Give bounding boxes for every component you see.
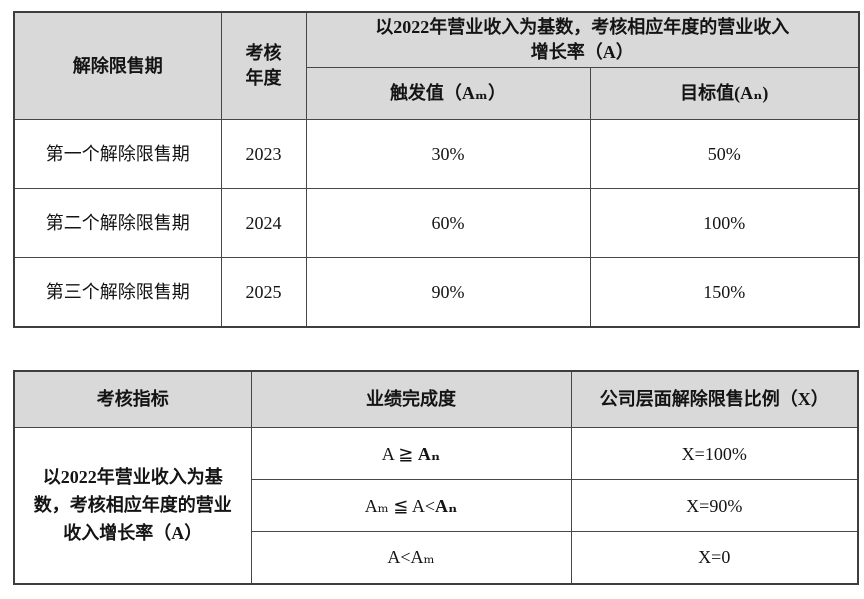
cell-year: 2023 bbox=[220, 119, 307, 189]
cell-condition: A ≧ Aₙ bbox=[250, 427, 572, 480]
cell-trigger: 90% bbox=[305, 257, 591, 327]
cell-condition: Aₘ ≦ A<Aₙ bbox=[250, 479, 572, 532]
unlock-ratio-table: 考核指标 业绩完成度 公司层面解除限售比例（X） 以2022年营业收入为基 数，… bbox=[13, 369, 859, 585]
table-row: A<Aₘ X=0 bbox=[14, 531, 859, 584]
table-row: Aₘ ≦ A<Aₙ X=90% bbox=[14, 479, 859, 532]
header-performance-completion: 业绩完成度 bbox=[250, 370, 572, 428]
header-trigger-value: 触发值（Aₘ） bbox=[305, 67, 591, 120]
condition-bold-text: Aₙ bbox=[417, 443, 441, 464]
header-release-period: 解除限售期 bbox=[13, 11, 222, 120]
cell-ratio: X=100% bbox=[570, 427, 859, 480]
condition-normal-text: Aₘ ≦ A< bbox=[364, 495, 435, 516]
cell-trigger: 30% bbox=[305, 119, 591, 189]
table-row: 第三个解除限售期 2025 90% 150% bbox=[13, 257, 860, 327]
table-row: 第一个解除限售期 2023 30% 50% bbox=[13, 119, 860, 189]
table1-header-row-1: 解除限售期 考核 年度 以2022年营业收入为基数，考核相应年度的营业收入 增长… bbox=[13, 11, 860, 120]
header-assessment-year: 考核 年度 bbox=[220, 11, 307, 120]
cell-year: 2024 bbox=[220, 188, 307, 258]
header-target-value: 目标值(Aₙ) bbox=[589, 67, 860, 120]
cell-trigger: 60% bbox=[305, 188, 591, 258]
cell-period: 第三个解除限售期 bbox=[13, 257, 222, 327]
cell-year: 2025 bbox=[220, 257, 307, 327]
condition-normal-text: A<Aₘ bbox=[387, 547, 435, 568]
table1-header-row-2: 触发值（Aₘ） 目标值(Aₙ) bbox=[14, 67, 860, 120]
table2-header-row: 考核指标 业绩完成度 公司层面解除限售比例（X） bbox=[13, 370, 859, 428]
condition-normal-text: A ≧ bbox=[381, 443, 418, 464]
header-growth-rate-base: 以2022年营业收入为基数，考核相应年度的营业收入 增长率（A） bbox=[305, 11, 860, 68]
cell-target: 150% bbox=[589, 257, 860, 327]
release-schedule-table: 解除限售期 考核 年度 以2022年营业收入为基数，考核相应年度的营业收入 增长… bbox=[13, 11, 860, 328]
cell-period: 第二个解除限售期 bbox=[13, 188, 222, 258]
cell-period: 第一个解除限售期 bbox=[13, 119, 222, 189]
table-row: 第二个解除限售期 2024 60% 100% bbox=[13, 188, 860, 258]
cell-target: 100% bbox=[589, 188, 860, 258]
cell-ratio: X=0 bbox=[570, 531, 859, 584]
cell-indicator: 以2022年营业收入为基 数，考核相应年度的营业 收入增长率（A） bbox=[13, 427, 252, 584]
cell-target: 50% bbox=[589, 119, 860, 189]
cell-ratio: X=90% bbox=[570, 479, 859, 532]
table-row: 以2022年营业收入为基 数，考核相应年度的营业 收入增长率（A） A ≧ Aₙ… bbox=[13, 427, 859, 584]
header-assessment-indicator: 考核指标 bbox=[13, 370, 252, 428]
header-unlock-ratio: 公司层面解除限售比例（X） bbox=[570, 370, 859, 428]
cell-condition: A<Aₘ bbox=[250, 531, 572, 584]
condition-bold-text: Aₙ bbox=[434, 495, 458, 516]
